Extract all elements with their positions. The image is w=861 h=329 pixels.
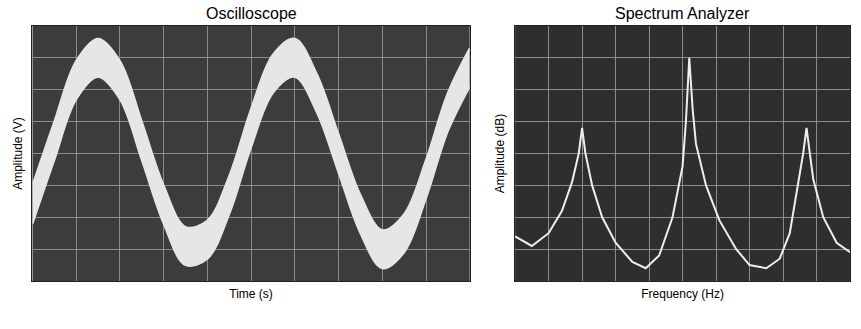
svg-text:Amplitude (V): Amplitude (V) — [11, 117, 25, 190]
svg-text:Time (s): Time (s) — [229, 287, 273, 301]
svg-text:Oscilloscope: Oscilloscope — [206, 5, 297, 22]
svg-text:Frequency (Hz): Frequency (Hz) — [641, 287, 724, 301]
svg-text:Spectrum Analyzer: Spectrum Analyzer — [615, 5, 750, 22]
svg-text:Amplitude (dB): Amplitude (dB) — [493, 114, 507, 193]
